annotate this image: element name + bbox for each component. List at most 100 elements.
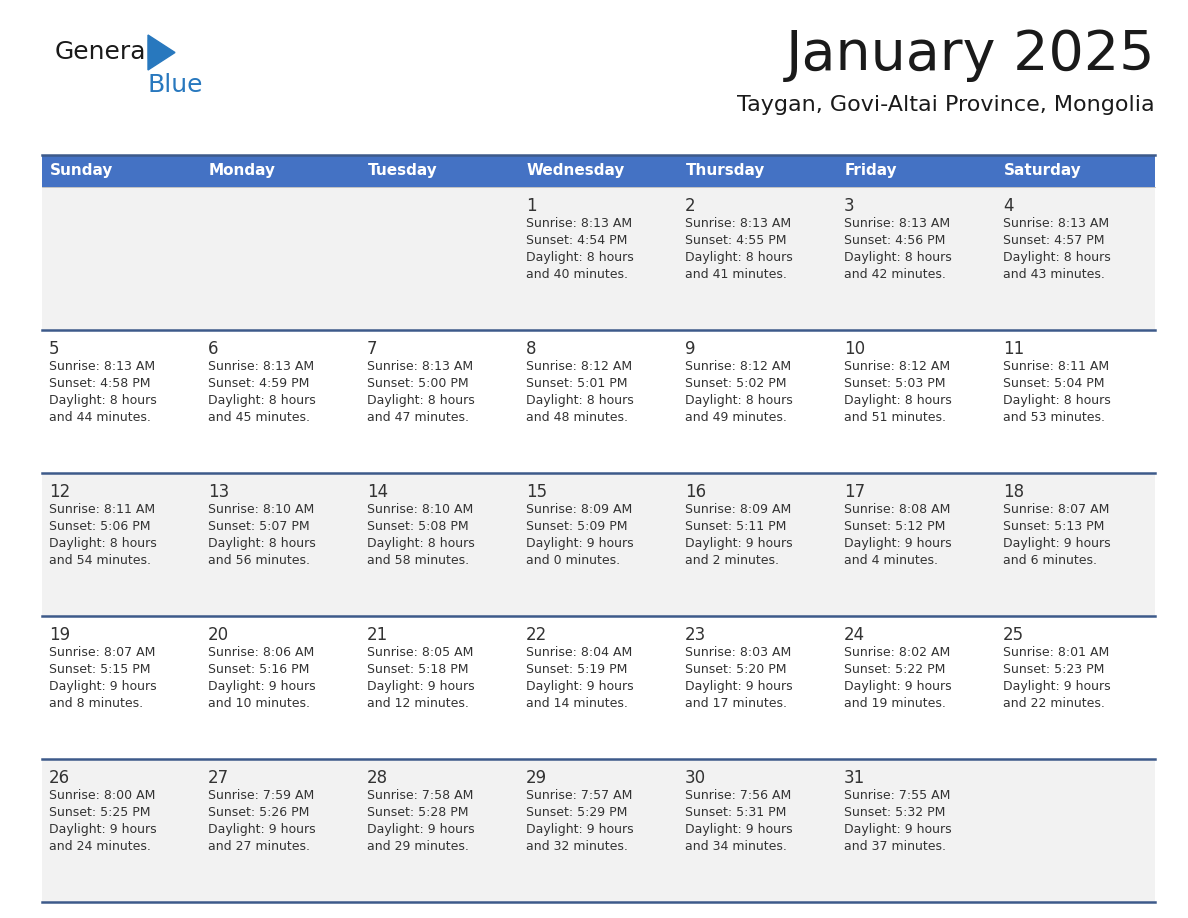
- Text: Sunrise: 8:01 AM: Sunrise: 8:01 AM: [1003, 646, 1110, 659]
- Text: 17: 17: [843, 483, 865, 501]
- Text: 24: 24: [843, 626, 865, 644]
- Bar: [42, 187, 1155, 330]
- Text: Daylight: 9 hours: Daylight: 9 hours: [367, 680, 475, 693]
- Text: Daylight: 9 hours: Daylight: 9 hours: [1003, 537, 1111, 550]
- Text: Sunset: 5:06 PM: Sunset: 5:06 PM: [49, 520, 151, 533]
- Polygon shape: [148, 35, 175, 70]
- Text: Blue: Blue: [148, 73, 203, 97]
- Text: Daylight: 8 hours: Daylight: 8 hours: [526, 251, 633, 264]
- Text: and 41 minutes.: and 41 minutes.: [685, 268, 786, 281]
- Text: Daylight: 9 hours: Daylight: 9 hours: [49, 823, 157, 836]
- Bar: [201, 155, 360, 187]
- Text: Tuesday: Tuesday: [368, 163, 437, 178]
- Text: 20: 20: [208, 626, 229, 644]
- Text: Daylight: 8 hours: Daylight: 8 hours: [367, 394, 475, 407]
- Text: Sunset: 5:15 PM: Sunset: 5:15 PM: [49, 663, 151, 676]
- Text: Sunrise: 8:04 AM: Sunrise: 8:04 AM: [526, 646, 632, 659]
- Text: Sunrise: 8:00 AM: Sunrise: 8:00 AM: [49, 789, 156, 802]
- Text: Sunset: 5:20 PM: Sunset: 5:20 PM: [685, 663, 786, 676]
- Text: Daylight: 8 hours: Daylight: 8 hours: [208, 394, 316, 407]
- Text: Sunrise: 8:13 AM: Sunrise: 8:13 AM: [208, 360, 314, 373]
- Text: 16: 16: [685, 483, 706, 501]
- Text: Daylight: 9 hours: Daylight: 9 hours: [843, 680, 952, 693]
- Text: 14: 14: [367, 483, 388, 501]
- Bar: [996, 155, 1155, 187]
- Text: and 42 minutes.: and 42 minutes.: [843, 268, 946, 281]
- Text: 13: 13: [208, 483, 229, 501]
- Text: and 49 minutes.: and 49 minutes.: [685, 411, 786, 424]
- Text: Sunset: 5:23 PM: Sunset: 5:23 PM: [1003, 663, 1105, 676]
- Text: Sunrise: 8:02 AM: Sunrise: 8:02 AM: [843, 646, 950, 659]
- Text: Taygan, Govi-Altai Province, Mongolia: Taygan, Govi-Altai Province, Mongolia: [738, 95, 1155, 115]
- Text: Daylight: 9 hours: Daylight: 9 hours: [1003, 680, 1111, 693]
- Text: Sunset: 5:19 PM: Sunset: 5:19 PM: [526, 663, 627, 676]
- Text: Sunrise: 8:11 AM: Sunrise: 8:11 AM: [1003, 360, 1110, 373]
- Text: Sunset: 4:57 PM: Sunset: 4:57 PM: [1003, 234, 1105, 247]
- Text: 6: 6: [208, 340, 219, 358]
- Text: Saturday: Saturday: [1004, 163, 1082, 178]
- Text: Daylight: 9 hours: Daylight: 9 hours: [526, 823, 633, 836]
- Text: Sunrise: 8:06 AM: Sunrise: 8:06 AM: [208, 646, 315, 659]
- Text: Sunrise: 8:13 AM: Sunrise: 8:13 AM: [49, 360, 156, 373]
- Text: 7: 7: [367, 340, 378, 358]
- Text: Sunset: 5:31 PM: Sunset: 5:31 PM: [685, 806, 786, 819]
- Text: Daylight: 9 hours: Daylight: 9 hours: [526, 680, 633, 693]
- Text: Monday: Monday: [209, 163, 276, 178]
- Text: and 45 minutes.: and 45 minutes.: [208, 411, 310, 424]
- Text: and 54 minutes.: and 54 minutes.: [49, 554, 151, 567]
- Text: Friday: Friday: [845, 163, 898, 178]
- Text: Sunrise: 8:08 AM: Sunrise: 8:08 AM: [843, 503, 950, 516]
- Text: and 0 minutes.: and 0 minutes.: [526, 554, 620, 567]
- Text: 15: 15: [526, 483, 548, 501]
- Text: Sunset: 5:00 PM: Sunset: 5:00 PM: [367, 377, 468, 390]
- Text: General: General: [55, 40, 153, 64]
- Text: and 29 minutes.: and 29 minutes.: [367, 840, 469, 853]
- Text: Sunrise: 8:09 AM: Sunrise: 8:09 AM: [685, 503, 791, 516]
- Text: Daylight: 9 hours: Daylight: 9 hours: [526, 537, 633, 550]
- Text: 12: 12: [49, 483, 70, 501]
- Text: Sunrise: 8:07 AM: Sunrise: 8:07 AM: [1003, 503, 1110, 516]
- Text: January 2025: January 2025: [785, 28, 1155, 82]
- Text: Sunset: 5:28 PM: Sunset: 5:28 PM: [367, 806, 468, 819]
- Text: Sunrise: 8:12 AM: Sunrise: 8:12 AM: [526, 360, 632, 373]
- Text: Daylight: 8 hours: Daylight: 8 hours: [526, 394, 633, 407]
- Text: and 44 minutes.: and 44 minutes.: [49, 411, 151, 424]
- Text: and 19 minutes.: and 19 minutes.: [843, 697, 946, 710]
- Text: Sunrise: 8:12 AM: Sunrise: 8:12 AM: [843, 360, 950, 373]
- Text: Sunrise: 8:03 AM: Sunrise: 8:03 AM: [685, 646, 791, 659]
- Text: Sunset: 5:29 PM: Sunset: 5:29 PM: [526, 806, 627, 819]
- Text: Sunrise: 7:56 AM: Sunrise: 7:56 AM: [685, 789, 791, 802]
- Text: Sunrise: 8:11 AM: Sunrise: 8:11 AM: [49, 503, 156, 516]
- Text: Sunrise: 7:55 AM: Sunrise: 7:55 AM: [843, 789, 950, 802]
- Text: and 58 minutes.: and 58 minutes.: [367, 554, 469, 567]
- Text: 3: 3: [843, 197, 854, 215]
- Text: 26: 26: [49, 769, 70, 787]
- Text: Sunset: 5:01 PM: Sunset: 5:01 PM: [526, 377, 627, 390]
- Text: Daylight: 8 hours: Daylight: 8 hours: [685, 394, 792, 407]
- Text: and 56 minutes.: and 56 minutes.: [208, 554, 310, 567]
- Text: and 32 minutes.: and 32 minutes.: [526, 840, 628, 853]
- Text: Sunrise: 8:05 AM: Sunrise: 8:05 AM: [367, 646, 473, 659]
- Text: Sunset: 5:22 PM: Sunset: 5:22 PM: [843, 663, 946, 676]
- Text: 9: 9: [685, 340, 695, 358]
- Text: and 51 minutes.: and 51 minutes.: [843, 411, 946, 424]
- Text: Daylight: 9 hours: Daylight: 9 hours: [367, 823, 475, 836]
- Text: Daylight: 8 hours: Daylight: 8 hours: [367, 537, 475, 550]
- Bar: [42, 155, 201, 187]
- Text: Wednesday: Wednesday: [527, 163, 625, 178]
- Text: and 10 minutes.: and 10 minutes.: [208, 697, 310, 710]
- Text: Sunrise: 8:10 AM: Sunrise: 8:10 AM: [208, 503, 315, 516]
- Text: and 37 minutes.: and 37 minutes.: [843, 840, 946, 853]
- Bar: [42, 616, 1155, 759]
- Text: Daylight: 9 hours: Daylight: 9 hours: [49, 680, 157, 693]
- Text: Sunset: 5:12 PM: Sunset: 5:12 PM: [843, 520, 946, 533]
- Text: Daylight: 8 hours: Daylight: 8 hours: [843, 394, 952, 407]
- Text: Sunrise: 8:12 AM: Sunrise: 8:12 AM: [685, 360, 791, 373]
- Text: 27: 27: [208, 769, 229, 787]
- Text: Sunset: 4:56 PM: Sunset: 4:56 PM: [843, 234, 946, 247]
- Bar: [838, 155, 996, 187]
- Text: Sunrise: 8:13 AM: Sunrise: 8:13 AM: [843, 217, 950, 230]
- Text: Daylight: 9 hours: Daylight: 9 hours: [843, 823, 952, 836]
- Bar: [42, 473, 1155, 616]
- Text: Daylight: 9 hours: Daylight: 9 hours: [685, 823, 792, 836]
